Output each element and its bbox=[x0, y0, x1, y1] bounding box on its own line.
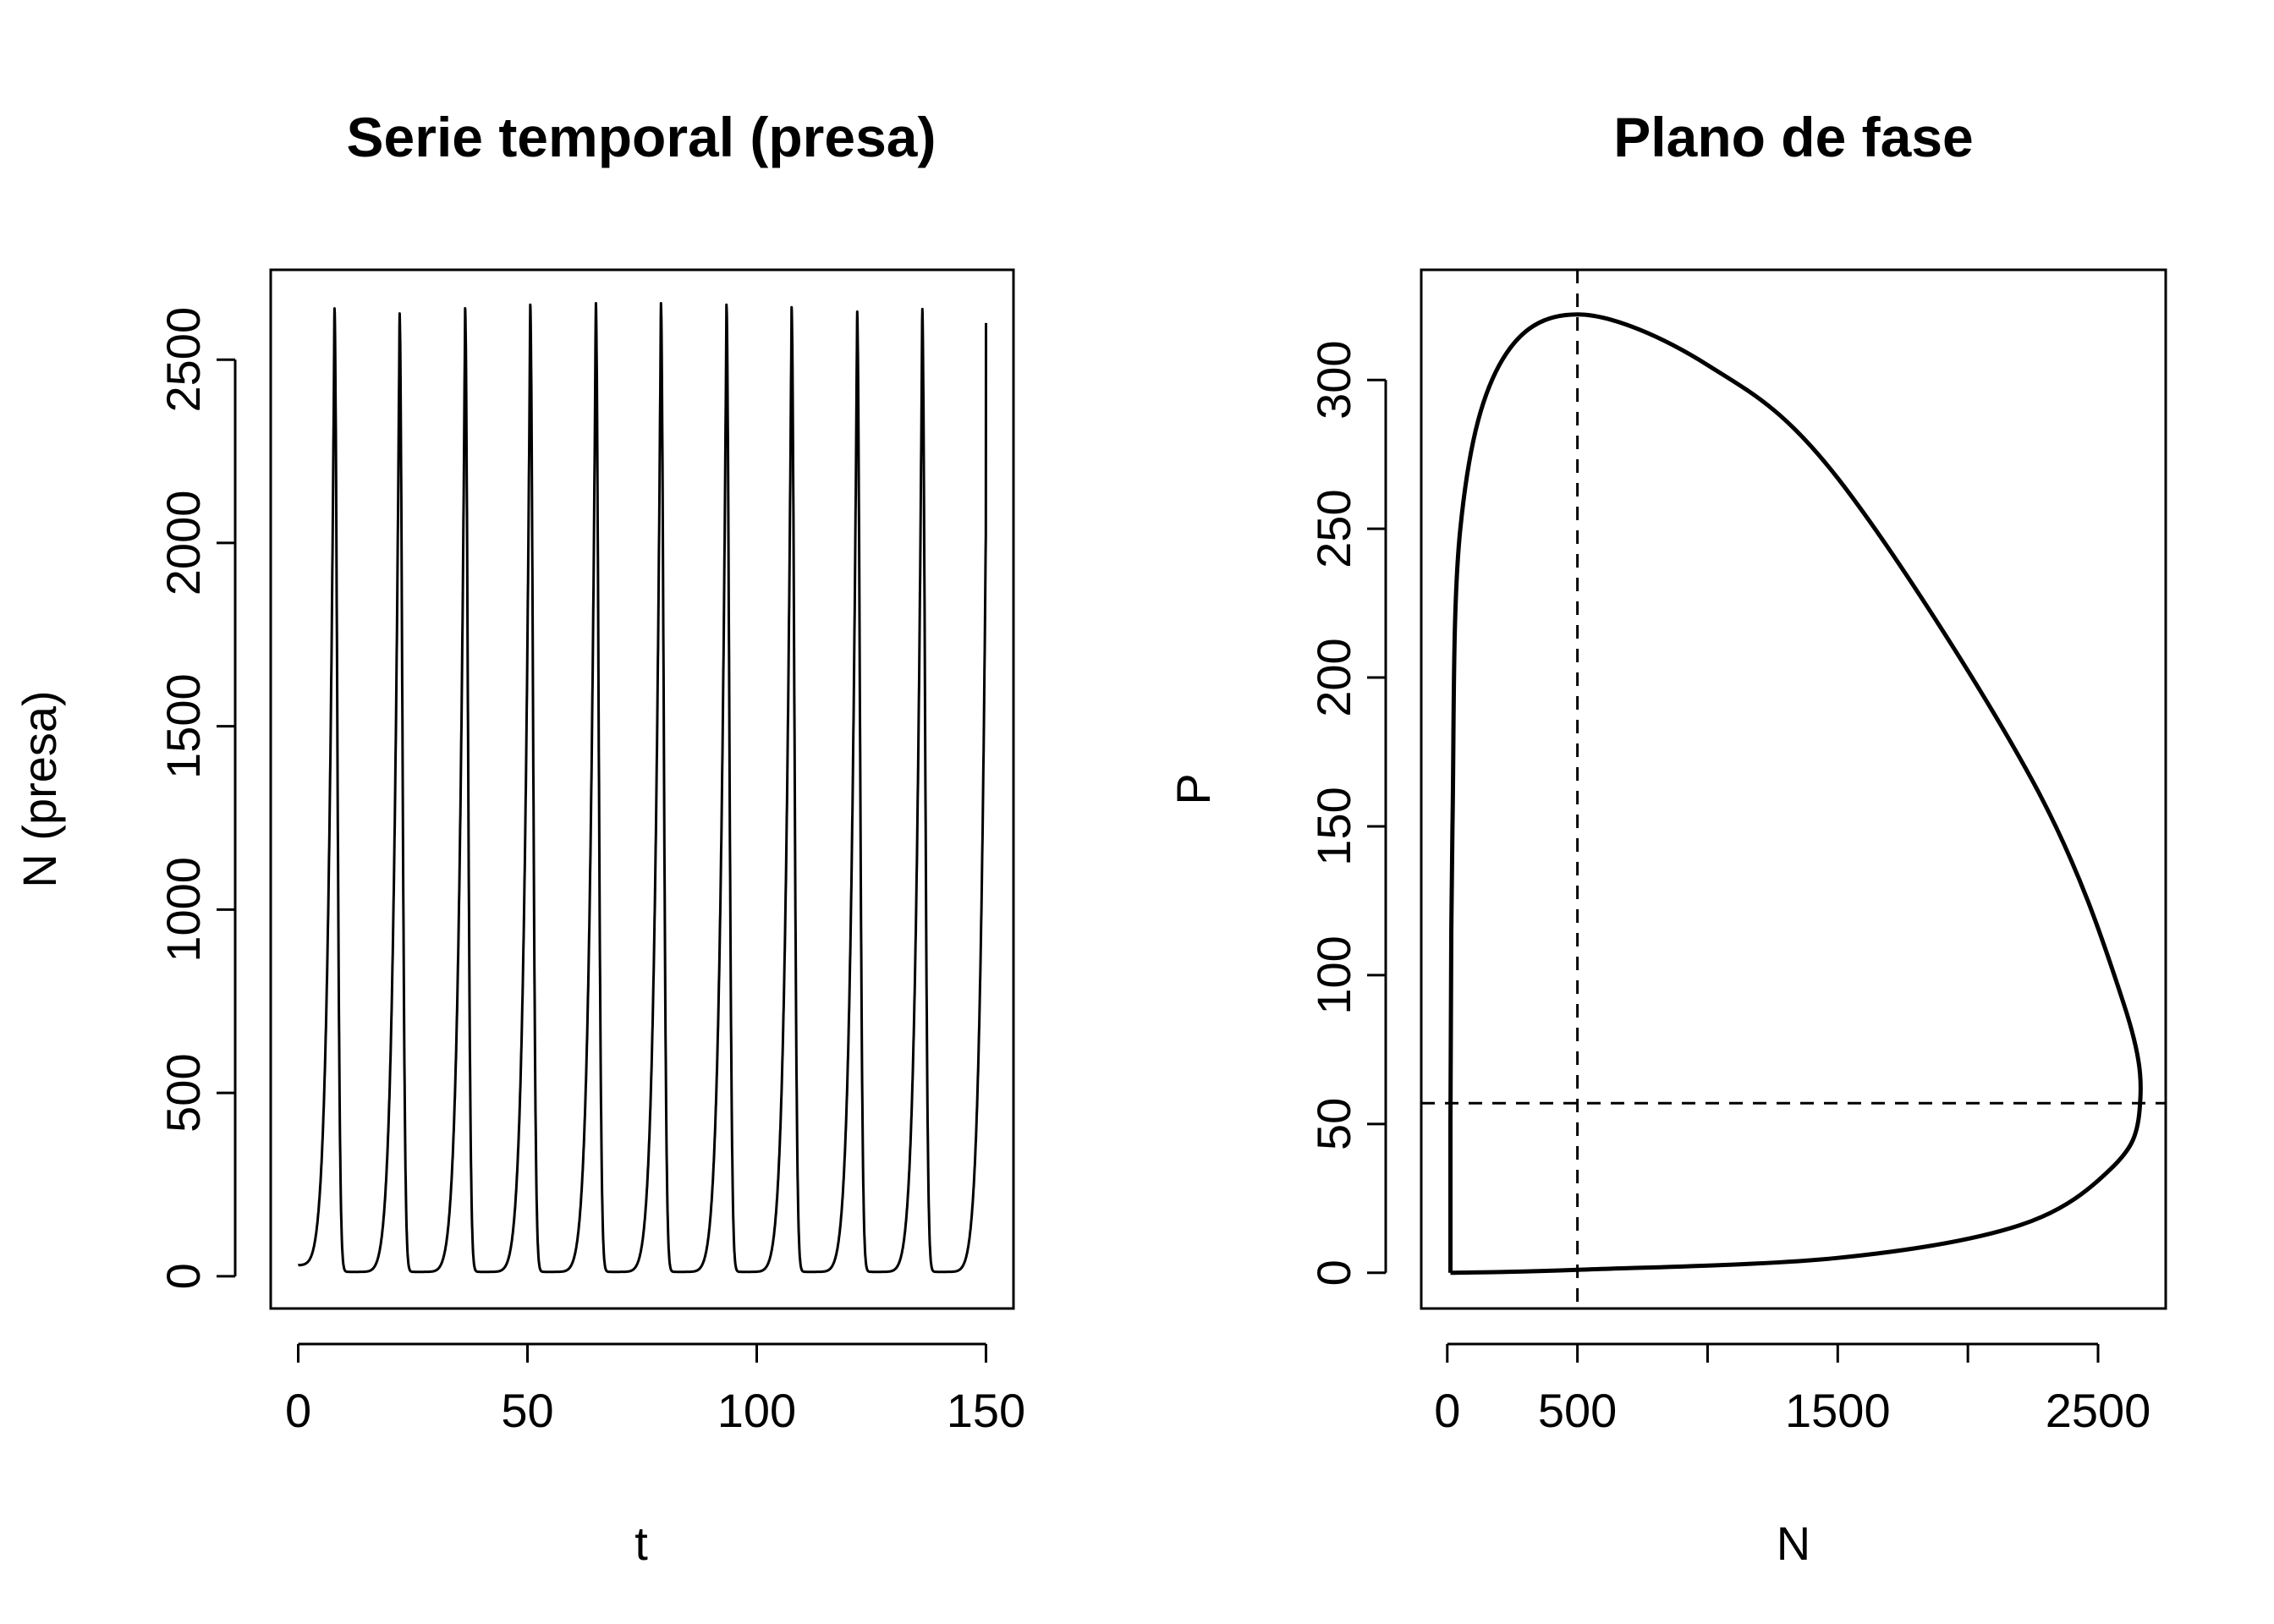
y-tick-label: 300 bbox=[1307, 340, 1360, 419]
y-tick-label: 0 bbox=[157, 1263, 210, 1289]
time-series-x-axis: 0 50 100 150 bbox=[285, 1342, 1025, 1437]
x-tick-label: 500 bbox=[1538, 1384, 1617, 1437]
x-tick-label: 150 bbox=[947, 1384, 1025, 1437]
x-tick-label: 0 bbox=[1434, 1384, 1460, 1437]
phase-plane-panel: Plano de fase 0 500 1500 2500 0 50 100 150 200 2… bbox=[1167, 106, 2167, 1570]
y-tick-label: 150 bbox=[1307, 787, 1360, 865]
y-tick-label: 50 bbox=[1307, 1098, 1360, 1150]
phase-plane-y-axis: 0 50 100 150 200 250 300 bbox=[1307, 340, 1387, 1286]
time-series-y-label: N (presa) bbox=[13, 690, 66, 887]
y-tick-label: 2000 bbox=[157, 491, 210, 596]
y-tick-label: 1500 bbox=[157, 673, 210, 779]
phase-plane-x-label: N bbox=[1777, 1517, 1810, 1570]
time-series-panel: Serie temporal (presa) 0 50 100 150 0 500 100… bbox=[13, 106, 1025, 1570]
phase-plane-plot-frame bbox=[1420, 268, 2167, 1310]
x-tick-label: 1500 bbox=[1785, 1384, 1891, 1437]
x-tick-label: 100 bbox=[717, 1384, 796, 1437]
y-tick-label: 100 bbox=[1307, 935, 1360, 1014]
y-tick-label: 2500 bbox=[157, 307, 210, 413]
phase-orbit-line bbox=[1447, 312, 2143, 1276]
phase-plane-x-axis: 0 500 1500 2500 bbox=[1434, 1342, 2151, 1437]
x-tick-label: 2500 bbox=[2046, 1384, 2151, 1437]
time-series-x-label: t bbox=[634, 1517, 648, 1570]
time-series-y-axis: 0 500 1000 1500 2000 2500 bbox=[157, 307, 237, 1289]
y-tick-label: 0 bbox=[1307, 1259, 1360, 1286]
prey-time-series-line bbox=[297, 302, 987, 1274]
x-tick-label: 50 bbox=[501, 1384, 553, 1437]
time-series-plot-frame bbox=[269, 268, 1015, 1310]
y-tick-label: 500 bbox=[157, 1053, 210, 1132]
phase-plane-y-label: P bbox=[1167, 773, 1220, 804]
y-tick-label: 250 bbox=[1307, 489, 1360, 568]
phase-plane-title: Plano de fase bbox=[1613, 106, 1974, 168]
y-tick-label: 200 bbox=[1307, 638, 1360, 716]
y-tick-label: 1000 bbox=[157, 857, 210, 963]
time-series-title: Serie temporal (presa) bbox=[347, 106, 937, 168]
x-tick-label: 0 bbox=[285, 1384, 311, 1437]
